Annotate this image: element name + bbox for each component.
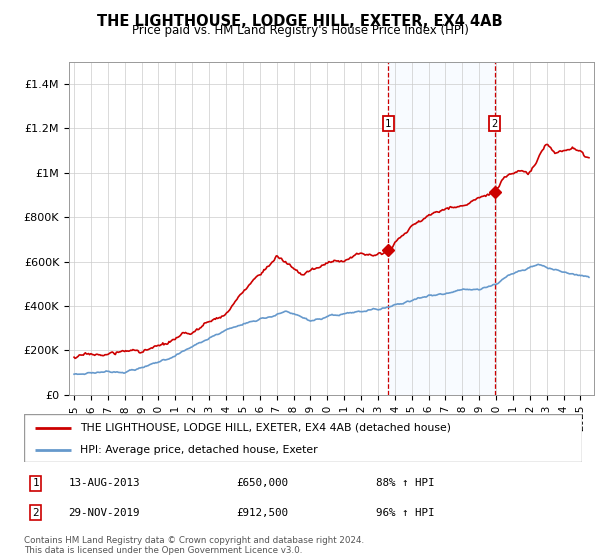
- Text: 2: 2: [32, 508, 39, 518]
- Text: 29-NOV-2019: 29-NOV-2019: [68, 508, 140, 518]
- Text: 1: 1: [32, 478, 39, 488]
- Text: 2: 2: [491, 119, 498, 129]
- Text: £912,500: £912,500: [236, 508, 288, 518]
- Text: 13-AUG-2013: 13-AUG-2013: [68, 478, 140, 488]
- Text: Price paid vs. HM Land Registry's House Price Index (HPI): Price paid vs. HM Land Registry's House …: [131, 24, 469, 37]
- Text: £650,000: £650,000: [236, 478, 288, 488]
- Text: THE LIGHTHOUSE, LODGE HILL, EXETER, EX4 4AB (detached house): THE LIGHTHOUSE, LODGE HILL, EXETER, EX4 …: [80, 423, 451, 433]
- Text: HPI: Average price, detached house, Exeter: HPI: Average price, detached house, Exet…: [80, 445, 317, 455]
- Text: 88% ↑ HPI: 88% ↑ HPI: [376, 478, 434, 488]
- Text: Contains HM Land Registry data © Crown copyright and database right 2024.
This d: Contains HM Land Registry data © Crown c…: [24, 536, 364, 556]
- Text: 96% ↑ HPI: 96% ↑ HPI: [376, 508, 434, 518]
- Bar: [388, 62, 494, 395]
- FancyBboxPatch shape: [24, 414, 582, 462]
- Text: 1: 1: [385, 119, 391, 129]
- Text: THE LIGHTHOUSE, LODGE HILL, EXETER, EX4 4AB: THE LIGHTHOUSE, LODGE HILL, EXETER, EX4 …: [97, 14, 503, 29]
